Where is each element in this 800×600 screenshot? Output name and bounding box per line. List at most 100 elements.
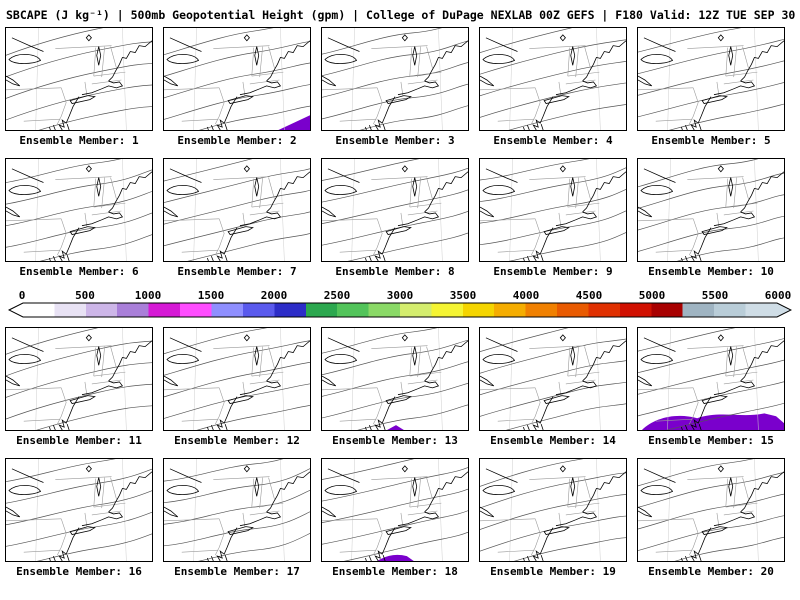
ensemble-panel: Ensemble Member: 3: [321, 27, 469, 147]
coastline: [254, 46, 260, 66]
coastline: [166, 484, 200, 495]
coastline: [728, 177, 734, 197]
state-border-line: [23, 418, 61, 422]
state-border-line: [181, 549, 219, 553]
graticule-line: [754, 28, 759, 130]
map-svg: [6, 459, 152, 561]
state-border-line: [733, 477, 737, 509]
graticule-line: [35, 328, 39, 430]
coastline: [684, 255, 688, 261]
coastline: [210, 124, 214, 130]
state-border-line: [91, 210, 122, 216]
height-contour-line: [480, 472, 626, 509]
colorbar-tick-label: 2500: [323, 289, 351, 302]
map-500mb-cape: [163, 458, 311, 562]
ensemble-panel: Ensemble Member: 11: [5, 327, 153, 447]
state-border-line: [725, 347, 729, 377]
coastline: [713, 511, 756, 527]
coastline: [52, 255, 56, 261]
cape-shade-region: [278, 115, 310, 130]
state-border-line: [91, 379, 122, 385]
height-contour-line: [638, 472, 784, 508]
coastline: [254, 477, 260, 497]
coastline: [412, 477, 418, 497]
coastline: [684, 555, 688, 561]
coastline: [570, 346, 576, 366]
state-border-line: [567, 47, 571, 77]
coastline: [385, 226, 412, 235]
state-border-line: [723, 210, 754, 216]
coastline: [227, 95, 254, 104]
state-border-line: [339, 418, 377, 422]
coastline: [643, 468, 676, 483]
state-border-line: [655, 249, 693, 253]
ensemble-member-label: Ensemble Member: 18: [332, 565, 458, 578]
ensemble-panel: Ensemble Member: 6: [5, 158, 153, 278]
panel-row-4: Ensemble Member: 16 Ensemble Member: 17 En…: [0, 458, 800, 578]
state-border-line: [725, 71, 758, 77]
height-contour-line: [480, 381, 626, 417]
ensemble-member-label: Ensemble Member: 4: [493, 134, 613, 147]
diamond-marker-icon: [401, 465, 408, 473]
map-500mb-cape: [321, 458, 469, 562]
colorbar-gradient-bar: [8, 302, 792, 318]
coastline: [555, 511, 598, 527]
coastline: [540, 123, 544, 130]
height-contour-line: [36, 533, 152, 561]
state-border-line: [164, 218, 220, 222]
state-border-line: [55, 45, 112, 49]
height-contour-line: [6, 212, 152, 248]
graticule-line: [280, 28, 285, 130]
height-contour-line: [322, 28, 442, 55]
colorbar-tick-label: 4000: [512, 289, 540, 302]
coastline: [740, 340, 784, 382]
state-border-line: [213, 476, 270, 480]
ensemble-panel: Ensemble Member: 8: [321, 158, 469, 278]
height-contour-line: [638, 159, 759, 188]
state-border-line: [371, 476, 428, 480]
diamond-marker-icon: [243, 165, 250, 173]
state-border-line: [339, 549, 377, 553]
coastline: [701, 526, 728, 535]
height-contour-line: [164, 361, 310, 398]
ensemble-panel: Ensemble Member: 19: [479, 458, 627, 578]
state-border-line: [480, 218, 536, 222]
ensemble-panel: Ensemble Member: 15: [637, 327, 785, 447]
coastline: [6, 506, 21, 518]
coastline: [66, 554, 70, 561]
height-contour-line: [480, 328, 569, 352]
height-contour-line: [6, 511, 152, 547]
height-contour-line: [164, 468, 310, 503]
graticule-line: [596, 28, 601, 130]
coastline: [266, 171, 310, 213]
ensemble-panel: Ensemble Member: 10: [637, 158, 785, 278]
map-500mb-cape: [163, 327, 311, 431]
diamond-marker-icon: [717, 334, 724, 342]
coastline: [49, 557, 51, 561]
state-border-line: [567, 202, 600, 208]
height-contour-line: [322, 83, 468, 120]
coastline: [81, 80, 124, 96]
state-border-line: [164, 87, 220, 91]
diamond-marker-icon: [85, 34, 92, 42]
coastline: [485, 468, 518, 483]
diamond-marker-icon: [717, 465, 724, 473]
map-500mb-cape: [5, 158, 153, 262]
map-500mb-cape: [321, 158, 469, 262]
state-border-line: [93, 47, 97, 77]
height-contour-line: [344, 531, 468, 561]
height-contour-line: [164, 383, 310, 419]
coastline: [540, 554, 544, 561]
map-500mb-cape: [479, 27, 627, 131]
height-contour-line: [164, 41, 310, 77]
coastline: [216, 227, 238, 261]
state-border-line: [249, 79, 280, 85]
state-border-line: [322, 518, 378, 522]
ensemble-panel: Ensemble Member: 14: [479, 327, 627, 447]
height-contour-line: [638, 216, 784, 252]
state-border-line: [322, 387, 378, 391]
graticule-line: [438, 159, 443, 261]
map-500mb-cape: [321, 27, 469, 131]
coastline: [6, 206, 21, 218]
coastline: [224, 423, 228, 430]
